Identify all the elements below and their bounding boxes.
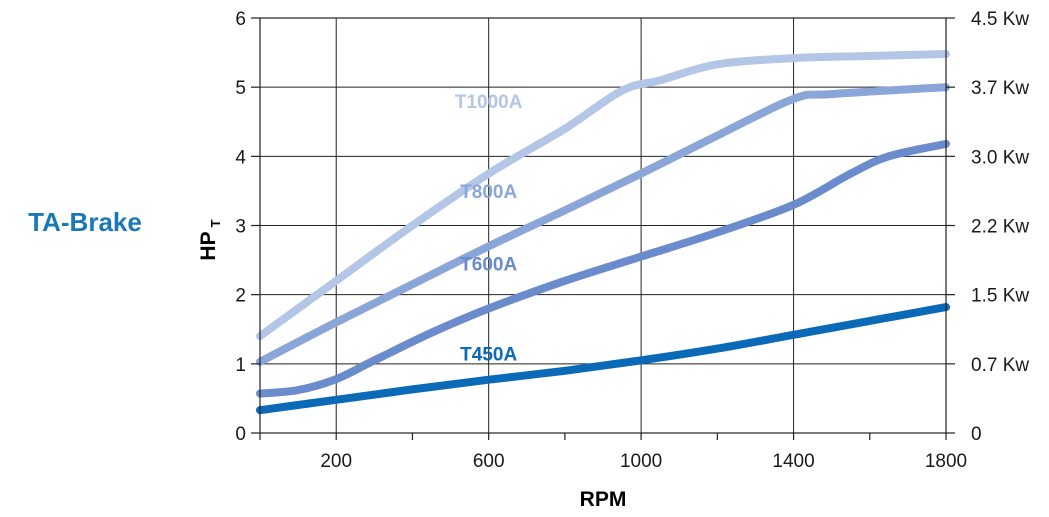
y-tick-label: 1 — [235, 355, 246, 376]
series-line-t1000a — [256, 50, 950, 341]
right-y-tick-label: 0.7 Kw — [971, 355, 1029, 376]
x-tick-label: 600 — [473, 451, 505, 472]
right-y-tick-label: 0 — [971, 424, 982, 445]
series-label-t450a: T450A — [460, 344, 517, 365]
right-y-tick-label: 1.5 Kw — [971, 286, 1029, 307]
page-title: TA-Brake — [28, 207, 142, 237]
right-y-tick-label: 3.7 Kw — [971, 78, 1029, 99]
right-y-tick-label: 4.5 Kw — [971, 9, 1029, 30]
grid-layer — [260, 17, 946, 433]
y-tick-label: 0 — [235, 424, 246, 445]
right-y-tick-label: 2.2 Kw — [971, 217, 1029, 238]
axes-layer: 0 1 2 3 4 5 6 0 0.7 Kw 1.5 Kw 2.2 Kw 3.0 Kw 3.7 Kw 4.… — [235, 9, 1029, 472]
x-tick-label: 1800 — [925, 451, 967, 472]
x-tick-label: 1400 — [772, 451, 814, 472]
svg-text:HPT: HP T — [197, 219, 223, 260]
y-tick-label: 2 — [235, 286, 246, 307]
y-axis-title: HP — [197, 231, 220, 260]
series-line-t450a — [256, 303, 950, 415]
series-label-t1000a: T1000A — [455, 92, 523, 113]
y-axis-title-subscript: T — [208, 219, 223, 227]
y-axis-title-group: HP T — [197, 219, 223, 260]
x-tick-label: 200 — [320, 451, 352, 472]
series-line-t800a — [256, 83, 950, 366]
y-tick-label: 6 — [235, 9, 246, 30]
series-line-t600a — [256, 139, 950, 398]
y-tick-label: 3 — [235, 217, 246, 238]
y-tick-label: 5 — [235, 78, 246, 99]
x-axis-title: RPM — [580, 488, 627, 511]
right-y-tick-label: 3.0 Kw — [971, 147, 1029, 168]
y-tick-label: 4 — [235, 147, 246, 168]
x-tick-label: 1000 — [620, 451, 662, 472]
labels-layer: T1000A T800A T600A T450A — [455, 92, 523, 365]
series-label-t800a: T800A — [460, 182, 517, 203]
series-label-t600a: T600A — [460, 254, 517, 275]
series-layer — [256, 50, 950, 415]
